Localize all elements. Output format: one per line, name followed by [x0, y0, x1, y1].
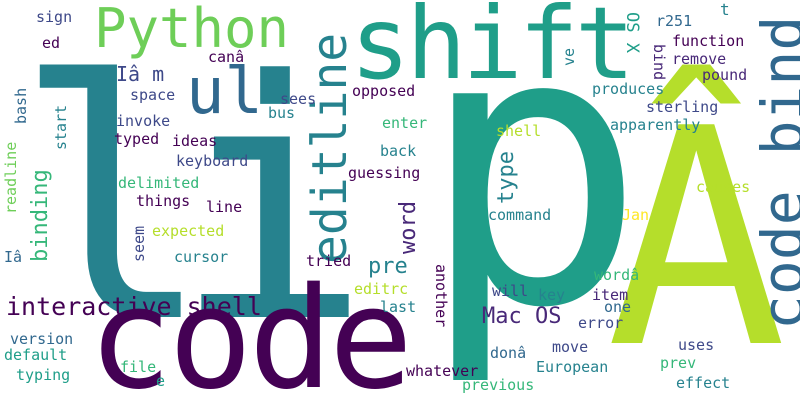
word-expected: expected [152, 222, 225, 240]
word-previous: previous [462, 376, 535, 394]
word-typed: typed [114, 130, 160, 148]
word-t: t [720, 0, 730, 19]
word-bash: bash [12, 87, 30, 124]
word-prev: prev [660, 354, 697, 372]
word-default: default [4, 346, 68, 364]
word-python: Python [94, 0, 290, 60]
word-ul: ul [186, 55, 264, 129]
word-shift: shift [350, 0, 635, 102]
word-things: things [136, 192, 191, 210]
word-bind: bind [650, 44, 668, 81]
word-keyboard: keyboard [176, 152, 249, 170]
word-error: error [578, 314, 624, 332]
word-editrc: editrc [354, 280, 409, 298]
word-causes: causes [696, 178, 751, 196]
word-mac-os: Mac OS [482, 304, 562, 329]
word-file: file [120, 358, 157, 376]
word-move: move [552, 338, 589, 356]
word-jan: Jan [622, 206, 650, 224]
word-e: e [156, 372, 166, 390]
word-p: p [418, 0, 647, 391]
word-binding: binding [28, 169, 53, 262]
word-code: code [88, 258, 413, 400]
word-space: space [130, 86, 176, 104]
word-dona: donâ [490, 344, 527, 362]
word-back: back [380, 142, 417, 160]
word-ia-m: Iâ m [116, 62, 165, 86]
word-pre: pre [368, 254, 408, 279]
word-a-circumflex: Â [606, 65, 787, 400]
word-line: line [206, 198, 243, 216]
word-sees: sees [280, 90, 317, 108]
word-tried: tried [306, 252, 352, 270]
word-european: European [536, 358, 609, 376]
word-cana: canâ [208, 48, 245, 66]
word-editline: editline [302, 32, 358, 264]
word-remove: remove [672, 50, 727, 68]
word-cursor: cursor [174, 248, 229, 266]
word-type: type [494, 151, 519, 204]
word-invoke: invoke [116, 112, 171, 130]
word-shell: shell [496, 122, 542, 140]
word-code-bind: code bind [749, 15, 800, 330]
word-interactive-shell: interactive shell [6, 292, 262, 321]
word-key: key [538, 286, 566, 304]
word-word: word [396, 201, 421, 254]
word-os-x: OS X [622, 12, 642, 53]
word-version: version [10, 330, 74, 348]
word-whatever: whatever [406, 362, 479, 380]
word-one: one [604, 298, 632, 316]
word-guessing: guessing [348, 164, 421, 182]
word-last: last [380, 298, 417, 316]
word-ideas: ideas [172, 132, 218, 150]
word-will: will [492, 282, 529, 300]
word-ia: Iâ [4, 248, 23, 266]
word-li: li [14, 11, 371, 395]
word-command: command [488, 206, 552, 224]
word-uses: uses [678, 336, 715, 354]
word-seem: seem [130, 225, 148, 262]
word-sterling: sterling [646, 98, 719, 116]
word-enter: enter [382, 114, 428, 132]
word-start: start [52, 104, 70, 150]
word-typing: typing [16, 366, 71, 384]
word-produces: produces [592, 80, 665, 98]
word-function: function [672, 32, 745, 50]
word-readline: readline [2, 141, 20, 214]
word-bus: bus [268, 104, 296, 122]
word-effect: effect [676, 374, 731, 392]
word-r251: r251 [656, 12, 693, 30]
word-another: another [432, 264, 450, 328]
word-ed: ed [42, 34, 61, 52]
word-worda: wordâ [594, 266, 640, 284]
word-apparently: apparently [610, 116, 701, 134]
word-pound: pound [702, 66, 748, 84]
word-delimited: delimited [118, 174, 200, 192]
word-ve: ve [560, 47, 578, 66]
word-item: item [592, 286, 629, 304]
word-opposed: opposed [352, 82, 416, 100]
word-sign: sign [36, 8, 73, 26]
